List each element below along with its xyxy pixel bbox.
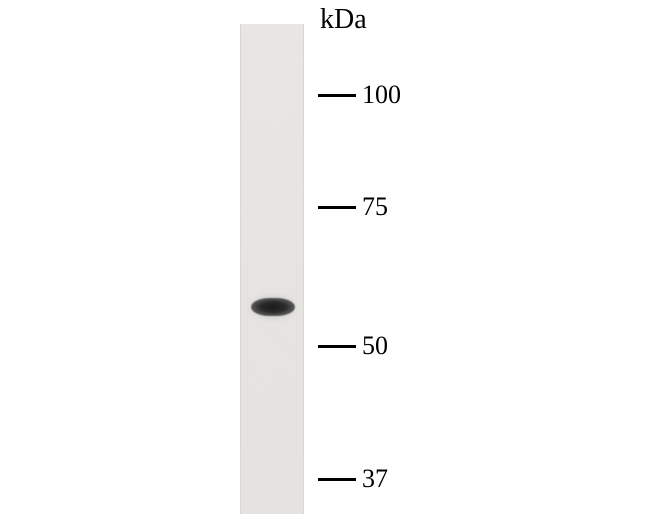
marker-tick-100: [318, 94, 356, 97]
marker-label-75: 75: [362, 192, 388, 222]
lane-texture: [241, 24, 303, 514]
blot-figure: kDa 100 75 50 37: [0, 0, 650, 532]
marker-tick-75: [318, 206, 356, 209]
marker-tick-37: [318, 478, 356, 481]
marker-tick-50: [318, 345, 356, 348]
gel-lane: [240, 24, 304, 514]
protein-band: [251, 298, 295, 316]
unit-label: kDa: [320, 4, 367, 36]
marker-label-50: 50: [362, 331, 388, 361]
marker-label-100: 100: [362, 80, 401, 110]
marker-label-37: 37: [362, 464, 388, 494]
